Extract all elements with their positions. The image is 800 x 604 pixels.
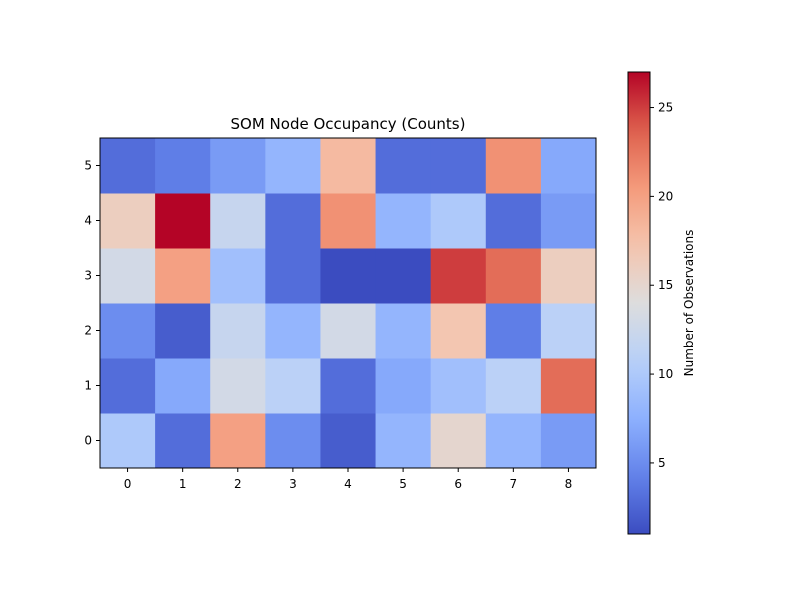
x-tick-label: 1 [179,477,187,491]
y-tick-label: 0 [84,434,92,448]
colorbar [627,71,651,535]
heatmap-cell [540,358,597,414]
colorbar-tick-label: 15 [658,278,673,292]
heatmap-cell [265,413,321,469]
heatmap-cells [100,138,597,469]
heatmap-cell [430,193,487,249]
heatmap-cell [155,303,211,359]
colorbar-axis: 5 10 15 20 25 [650,101,673,470]
heatmap-cell [100,413,156,469]
heatmap-cell [430,138,487,194]
heatmap-cell [155,193,211,249]
heatmap-cell [210,248,266,304]
y-tick-label: 4 [84,214,92,228]
heatmap-cell [320,248,377,304]
heatmap-cell [155,358,211,414]
x-tick-label: 3 [289,477,297,491]
heatmap-cell [100,193,156,249]
heatmap-cell [375,248,432,304]
heatmap-cell [320,358,377,414]
heatmap-cell [155,138,211,194]
heatmap-cell [320,303,377,359]
colorbar-tick-label: 5 [658,456,666,470]
heatmap-cell [485,193,542,249]
heatmap-cell [210,193,266,249]
heatmap-cell [320,193,377,249]
heatmap-cell [540,303,597,359]
heatmap-cell [155,413,211,469]
heatmap-cell [540,193,597,249]
heatmap-cell [485,248,542,304]
x-axis: 0 1 2 3 4 5 6 7 8 [124,468,573,491]
heatmap-cell [375,413,432,469]
y-tick-label: 5 [84,159,92,173]
x-tick-label: 6 [454,477,462,491]
heatmap-cell [320,138,377,194]
y-tick-label: 2 [84,324,92,338]
heatmap-cell [375,193,432,249]
colorbar-tick-label: 25 [658,101,673,115]
heatmap-cell [100,358,156,414]
heatmap-cell [375,358,432,414]
heatmap-cell [320,413,377,469]
x-tick-label: 4 [344,477,352,491]
x-tick-label: 7 [510,477,518,491]
heatmap-cell [540,413,597,469]
y-tick-label: 3 [84,269,92,283]
heatmap-cell [540,138,597,194]
heatmap-cell [485,358,542,414]
heatmap-cell [375,138,432,194]
heatmap-cell [210,303,266,359]
heatmap-cell [375,303,432,359]
colorbar-tick-label: 20 [658,189,673,203]
heatmap-cell [210,138,266,194]
chart-title: SOM Node Occupancy (Counts) [231,115,466,133]
heatmap-cell [210,413,266,469]
colorbar-tick-label: 10 [658,367,673,381]
heatmap-cell [155,248,211,304]
heatmap-cell [485,138,542,194]
heatmap-cell [100,248,156,304]
colorbar-label: Number of Observations [682,230,696,377]
y-tick-label: 1 [84,379,92,393]
x-tick-label: 0 [124,477,132,491]
heatmap-cell [210,358,266,414]
x-tick-label: 8 [565,477,573,491]
heatmap-cell [265,358,321,414]
heatmap-cell [485,303,542,359]
heatmap-cell [100,138,156,194]
heatmap-cell [430,413,487,469]
heatmap-cell [430,358,487,414]
heatmap-cell [265,193,321,249]
heatmap-cell [540,248,597,304]
heatmap-cell [265,303,321,359]
heatmap-cell [485,413,542,469]
heatmap-cell [265,138,321,194]
heatmap-cell [100,303,156,359]
x-tick-label: 2 [234,477,242,491]
y-axis: 0 1 2 3 4 5 [84,159,100,448]
heatmap-cell [430,248,487,304]
heatmap-cell [265,248,321,304]
heatmap-cell [430,303,487,359]
x-tick-label: 5 [399,477,407,491]
